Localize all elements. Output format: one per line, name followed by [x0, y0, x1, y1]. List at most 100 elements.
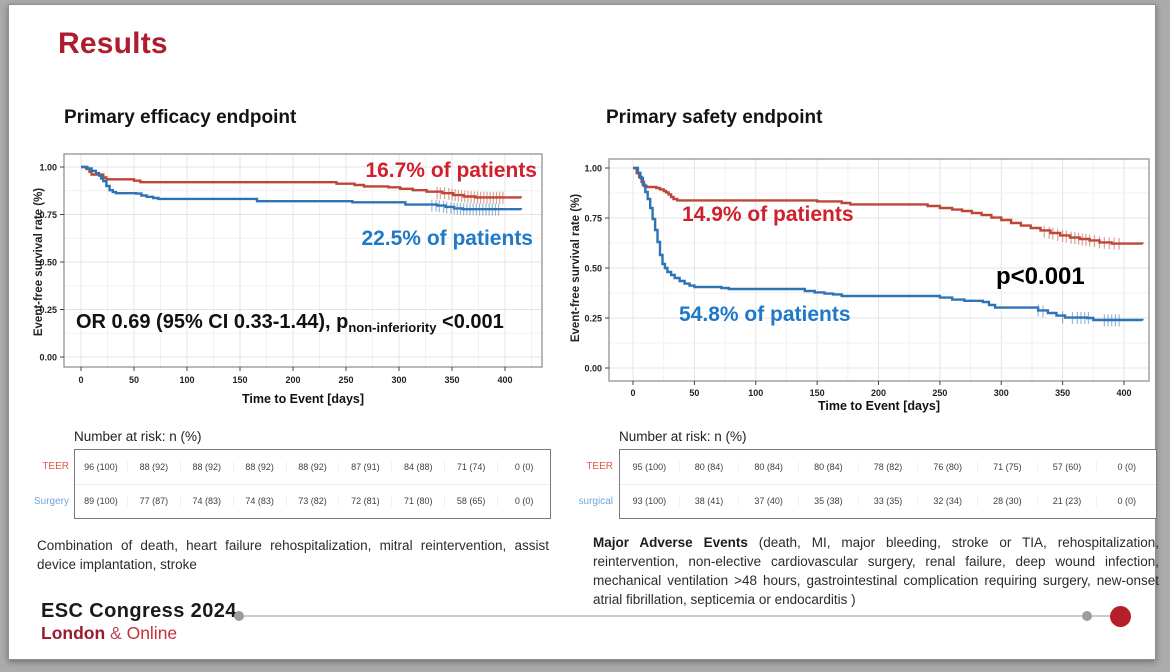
risk-cell: 71 (80)	[391, 496, 444, 507]
efficacy-surgery-event-rate-label: 22.5% of patients	[361, 227, 533, 250]
risk-cell: 0 (0)	[497, 496, 550, 507]
safety-km-chart: 0 50 100 150 200 250 300 350 400 0.00 0.25 0.50 0.75…	[570, 158, 1150, 413]
risk-cell: 89 (100)	[84, 496, 118, 507]
risk-cell: 58 (65)	[444, 496, 497, 507]
safety-number-at-risk-table: Number at risk: n (%) TEER surgical 95 (1…	[567, 429, 1157, 519]
slide-progress-line	[242, 615, 1124, 617]
risk-cell: 93 (100)	[632, 496, 667, 507]
risk-cell: 87 (91)	[338, 461, 391, 472]
svg-text:Event-free survival rate (%): Event-free survival rate (%)	[33, 188, 45, 336]
efficacy-panel-heading: Primary efficacy endpoint	[64, 107, 297, 128]
congress-name: ESC Congress 2024	[41, 600, 237, 622]
svg-text:250: 250	[932, 388, 947, 398]
risk-cell: 57 (60)	[1036, 461, 1097, 472]
safety-panel-heading: Primary safety endpoint	[606, 107, 823, 128]
risk-cell: 0 (0)	[1096, 461, 1156, 472]
ampersand: &	[110, 623, 122, 643]
risk-values-grid: 96 (100) 88 (92) 88 (92) 88 (92) 88 (92) 87 (…	[74, 449, 551, 519]
efficacy-km-chart-panel: 0 50 100 150 200 250 300 350 400 0.00 0.25 0.50 0.75…	[31, 151, 551, 415]
risk-cell: 88 (92)	[126, 461, 180, 472]
risk-cell: 96 (100)	[84, 461, 118, 472]
risk-row-label: TEER	[586, 461, 613, 472]
svg-text:200: 200	[871, 388, 886, 398]
svg-text:200: 200	[285, 375, 300, 385]
svg-text:0.75: 0.75	[584, 214, 602, 224]
svg-text:350: 350	[1055, 388, 1070, 398]
svg-text:0.25: 0.25	[584, 314, 602, 324]
svg-text:400: 400	[1116, 388, 1131, 398]
progress-gray-dot	[1082, 611, 1092, 621]
safety-endpoint-footnote: Major Adverse Events (death, MI, major b…	[593, 533, 1159, 610]
risk-cell: 21 (23)	[1036, 496, 1097, 507]
risk-cell: 0 (0)	[497, 461, 550, 472]
svg-text:0: 0	[630, 388, 635, 398]
efficacy-number-at-risk-table: Number at risk: n (%) TEER Surgery 96 (10…	[31, 429, 551, 519]
risk-cell: 80 (84)	[798, 461, 858, 472]
risk-cell: 37 (40)	[738, 496, 798, 507]
risk-cell: 77 (87)	[126, 496, 180, 507]
svg-text:150: 150	[810, 388, 825, 398]
results-slide: Results Primary efficacy endpoint Primar…	[8, 4, 1159, 660]
risk-table-row: 95 (100) 80 (84) 80 (84) 80 (84) 78 (82) 76 (…	[620, 450, 1156, 484]
svg-text:0.25: 0.25	[39, 305, 57, 315]
risk-table-row: 89 (100) 77 (87) 74 (83) 74 (83) 73 (82) 72 (…	[75, 483, 550, 519]
svg-text:400: 400	[497, 375, 512, 385]
risk-cell: 38 (41)	[678, 496, 739, 507]
risk-row-label: TEER	[42, 461, 69, 472]
svg-text:100: 100	[179, 375, 194, 385]
risk-cell: 74 (83)	[232, 496, 286, 507]
congress-mode: Online	[126, 623, 178, 643]
svg-text:350: 350	[444, 375, 459, 385]
risk-cell: 0 (0)	[1096, 496, 1156, 507]
svg-text:Time to Event [days]: Time to Event [days]	[818, 399, 940, 413]
svg-text:50: 50	[689, 388, 699, 398]
progress-current-red-dot	[1110, 606, 1131, 627]
footnote-bold-lead: Major Adverse Events	[593, 535, 748, 550]
svg-text:0.50: 0.50	[584, 264, 602, 274]
risk-cell: 71 (75)	[977, 461, 1037, 472]
risk-cell: 74 (83)	[179, 496, 233, 507]
svg-text:0.50: 0.50	[39, 258, 57, 268]
risk-cell: 76 (80)	[917, 461, 977, 472]
svg-text:250: 250	[338, 375, 353, 385]
risk-table-row: 96 (100) 88 (92) 88 (92) 88 (92) 88 (92) 87 (…	[75, 450, 550, 484]
svg-text:0.75: 0.75	[39, 210, 57, 220]
efficacy-odds-ratio-stat: OR 0.69 (95% CI 0.33-1.44), pnon-inferio…	[76, 311, 504, 335]
risk-row-labels: TEER surgical	[567, 449, 619, 519]
risk-row-label: Surgery	[33, 496, 69, 507]
safety-surgical-event-rate-label: 54.8% of patients	[679, 303, 851, 326]
risk-cell: 84 (88)	[391, 461, 444, 472]
risk-values-grid: 95 (100) 80 (84) 80 (84) 80 (84) 78 (82) 76 (…	[619, 449, 1157, 519]
risk-cell: 33 (35)	[857, 496, 918, 507]
risk-table-heading: Number at risk: n (%)	[74, 429, 202, 444]
risk-cell: 78 (82)	[857, 461, 918, 472]
svg-text:1.00: 1.00	[584, 164, 602, 174]
svg-text:0.00: 0.00	[39, 353, 57, 363]
svg-text:300: 300	[391, 375, 406, 385]
svg-text:100: 100	[748, 388, 763, 398]
risk-cell: 28 (30)	[977, 496, 1037, 507]
congress-location: London & Online	[41, 623, 177, 644]
risk-cell: 73 (82)	[285, 496, 339, 507]
efficacy-teer-event-rate-label: 16.7% of patients	[365, 159, 537, 182]
risk-cell: 80 (84)	[738, 461, 798, 472]
congress-city: London	[41, 623, 106, 643]
risk-table-row: 93 (100) 38 (41) 37 (40) 35 (38) 33 (35) 32 (…	[620, 483, 1156, 519]
risk-cell: 35 (38)	[798, 496, 858, 507]
risk-cell: 88 (92)	[285, 461, 339, 472]
risk-cell: 80 (84)	[678, 461, 739, 472]
slide-title: Results	[58, 27, 168, 60]
svg-text:Event-free survival rate (%): Event-free survival rate (%)	[570, 194, 582, 342]
safety-km-chart-panel: 0 50 100 150 200 250 300 350 400 0.00 0.25 0.50 0.75…	[567, 151, 1157, 415]
risk-cell: 32 (34)	[917, 496, 977, 507]
risk-row-labels: TEER Surgery	[31, 449, 74, 519]
svg-text:0.00: 0.00	[584, 364, 602, 374]
svg-text:0: 0	[78, 375, 83, 385]
efficacy-km-chart: 0 50 100 150 200 250 300 350 400 0.00 0.25 0.50 0.75…	[33, 153, 543, 406]
svg-text:300: 300	[994, 388, 1009, 398]
stat-subscript: non-inferiority	[348, 320, 437, 335]
risk-cell: 71 (74)	[444, 461, 497, 472]
risk-cell: 88 (92)	[179, 461, 233, 472]
risk-row-label: surgical	[578, 496, 613, 507]
risk-cell: 95 (100)	[632, 461, 667, 472]
